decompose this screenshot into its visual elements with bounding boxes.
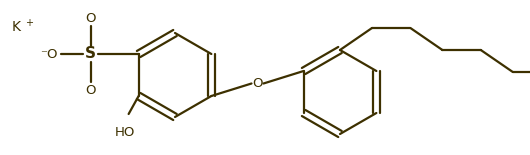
Text: S: S: [85, 46, 96, 62]
Text: ⁻O: ⁻O: [40, 47, 57, 60]
Text: HO: HO: [114, 126, 135, 139]
Text: +: +: [25, 18, 33, 28]
Text: O: O: [85, 84, 96, 97]
Text: O: O: [85, 11, 96, 24]
Text: O: O: [252, 77, 263, 90]
Text: K: K: [12, 20, 21, 34]
